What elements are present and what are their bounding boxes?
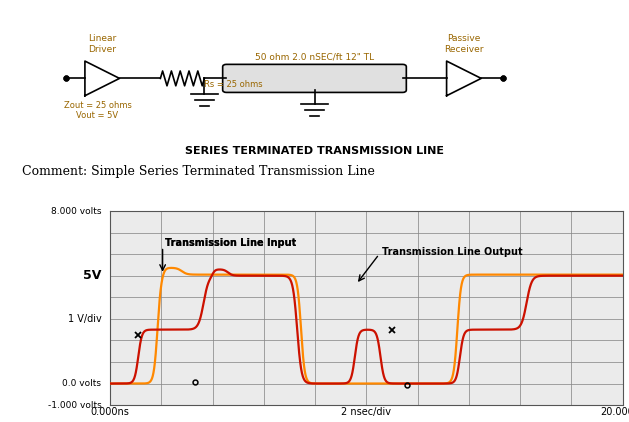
Text: 20.000ns: 20.000ns [600, 407, 629, 417]
Text: Zout = 25 ohms
Vout = 5V: Zout = 25 ohms Vout = 5V [64, 101, 131, 121]
Text: 0.000ns: 0.000ns [91, 407, 130, 417]
Text: SERIES TERMINATED TRANSMISSION LINE: SERIES TERMINATED TRANSMISSION LINE [185, 146, 444, 156]
Text: Passive
Receiver: Passive Receiver [445, 34, 484, 54]
Text: Transmission Line Input: Transmission Line Input [165, 238, 296, 249]
FancyBboxPatch shape [223, 65, 406, 92]
Text: 1 V/div: 1 V/div [67, 314, 101, 324]
Text: 5V: 5V [83, 269, 101, 282]
Text: Transmission Line Input: Transmission Line Input [165, 238, 296, 249]
Text: Transmission Line Output: Transmission Line Output [382, 247, 523, 257]
Text: -1.000 volts: -1.000 volts [48, 400, 101, 410]
Text: 2 nsec/div: 2 nsec/div [342, 407, 391, 417]
Text: 8.000 volts: 8.000 volts [51, 206, 101, 216]
Text: 0.0 volts: 0.0 volts [62, 379, 101, 388]
Text: Rs = 25 ohms: Rs = 25 ohms [204, 81, 263, 89]
Text: 50 ohm 2.0 nSEC/ft 12" TL: 50 ohm 2.0 nSEC/ft 12" TL [255, 52, 374, 61]
Text: Linear
Driver: Linear Driver [88, 34, 116, 54]
Text: Comment: Simple Series Terminated Transmission Line: Comment: Simple Series Terminated Transm… [22, 165, 375, 178]
